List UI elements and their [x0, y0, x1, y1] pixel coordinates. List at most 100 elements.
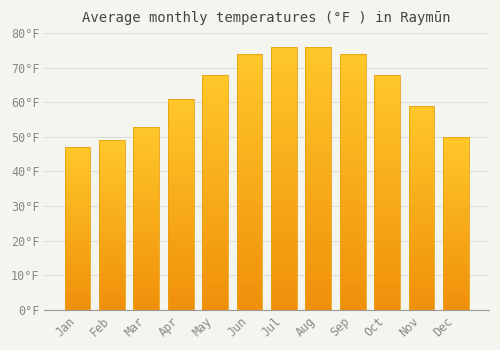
Bar — [134, 295, 159, 299]
Bar — [99, 164, 125, 167]
Bar — [271, 231, 297, 236]
Bar — [134, 200, 159, 203]
Bar — [134, 130, 159, 134]
Bar — [271, 94, 297, 100]
Bar — [340, 243, 365, 248]
Bar — [374, 272, 400, 277]
Bar — [202, 103, 228, 107]
Bar — [306, 47, 331, 52]
Bar — [64, 212, 90, 216]
Bar — [236, 116, 262, 120]
Bar — [374, 75, 400, 79]
Bar — [306, 289, 331, 294]
Bar — [202, 248, 228, 253]
Bar — [306, 231, 331, 236]
Bar — [134, 302, 159, 306]
Bar — [64, 235, 90, 238]
Bar — [271, 304, 297, 310]
Bar — [408, 208, 434, 212]
Bar — [306, 215, 331, 220]
Bar — [408, 114, 434, 118]
Bar — [340, 116, 365, 120]
Bar — [134, 167, 159, 170]
Bar — [64, 238, 90, 242]
Bar — [168, 230, 194, 234]
Bar — [168, 99, 194, 310]
Bar — [374, 84, 400, 89]
Bar — [443, 137, 468, 310]
Bar — [99, 215, 125, 218]
Bar — [408, 240, 434, 244]
Bar — [134, 225, 159, 229]
Bar — [271, 257, 297, 262]
Bar — [340, 177, 365, 182]
Bar — [64, 170, 90, 173]
Bar — [340, 269, 365, 274]
Bar — [271, 184, 297, 189]
Bar — [64, 271, 90, 274]
Bar — [374, 239, 400, 244]
Bar — [236, 238, 262, 243]
Bar — [236, 274, 262, 279]
Bar — [99, 208, 125, 211]
Bar — [374, 197, 400, 202]
Bar — [271, 105, 297, 110]
Bar — [64, 167, 90, 170]
Bar — [408, 110, 434, 114]
Bar — [306, 78, 331, 84]
Bar — [408, 253, 434, 257]
Bar — [374, 126, 400, 131]
Bar — [271, 47, 297, 310]
Bar — [443, 140, 468, 144]
Bar — [306, 178, 331, 184]
Bar — [443, 289, 468, 293]
Bar — [236, 182, 262, 187]
Bar — [340, 300, 365, 304]
Bar — [374, 258, 400, 263]
Bar — [168, 145, 194, 149]
Bar — [443, 306, 468, 310]
Bar — [168, 280, 194, 285]
Bar — [64, 251, 90, 254]
Bar — [374, 244, 400, 248]
Bar — [168, 293, 194, 297]
Bar — [271, 220, 297, 226]
Bar — [443, 279, 468, 282]
Bar — [64, 287, 90, 290]
Bar — [236, 100, 262, 105]
Bar — [64, 216, 90, 219]
Bar — [306, 126, 331, 131]
Bar — [64, 147, 90, 310]
Bar — [64, 297, 90, 300]
Bar — [443, 172, 468, 175]
Title: Average monthly temperatures (°F ) in Raymūn: Average monthly temperatures (°F ) in Ra… — [82, 11, 451, 25]
Bar — [374, 183, 400, 188]
Bar — [99, 272, 125, 276]
Bar — [340, 75, 365, 79]
Bar — [134, 215, 159, 218]
Bar — [236, 79, 262, 85]
Bar — [374, 159, 400, 164]
Bar — [306, 252, 331, 257]
Bar — [340, 59, 365, 64]
Bar — [64, 254, 90, 258]
Bar — [134, 178, 159, 182]
Bar — [306, 131, 331, 136]
Bar — [306, 52, 331, 57]
Bar — [202, 155, 228, 159]
Bar — [271, 73, 297, 78]
Bar — [236, 284, 262, 289]
Bar — [374, 216, 400, 220]
Bar — [202, 159, 228, 164]
Bar — [374, 103, 400, 107]
Bar — [306, 236, 331, 242]
Bar — [64, 303, 90, 307]
Bar — [99, 266, 125, 269]
Bar — [99, 181, 125, 184]
Bar — [408, 171, 434, 175]
Bar — [408, 232, 434, 236]
Bar — [443, 137, 468, 140]
Bar — [340, 253, 365, 259]
Bar — [340, 146, 365, 151]
Bar — [271, 205, 297, 210]
